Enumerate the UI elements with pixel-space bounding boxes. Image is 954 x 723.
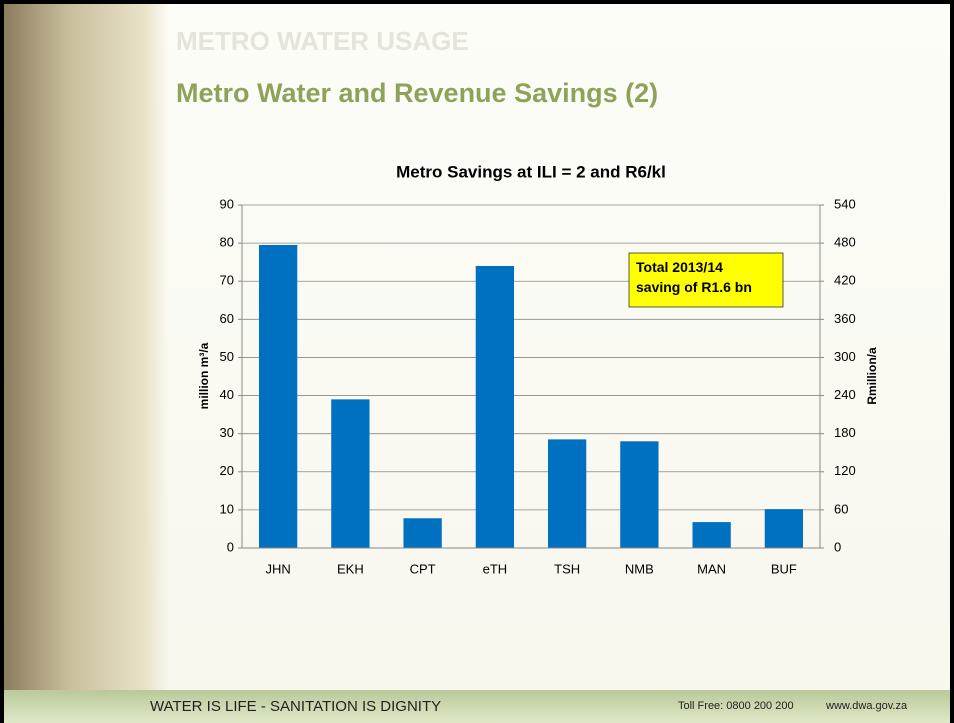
bar (403, 518, 442, 548)
bar (331, 399, 370, 548)
x-tick-label: eTH (483, 561, 508, 576)
x-tick-label: TSH (554, 561, 580, 576)
y-tick-label: 80 (220, 235, 234, 250)
annotation: Total 2013/14 saving of R1.6 bn (636, 259, 752, 295)
y2-tick-label: 540 (834, 196, 856, 211)
y-tick-label: 0 (227, 539, 234, 554)
x-tick-label: MAN (697, 561, 726, 576)
y2-tick-label: 300 (834, 349, 856, 364)
y-tick-label: 50 (220, 349, 234, 364)
footer-phone: Toll Free: 0800 200 200 (678, 700, 794, 712)
x-tick-label: JHN (265, 561, 290, 576)
slide-title: Metro Water and Revenue Savings (2) (176, 78, 659, 108)
y-tick-label: 20 (220, 463, 234, 478)
chart: Metro Savings at ILI = 2 and R6/kl milli… (197, 162, 879, 576)
chart-title: Metro Savings at ILI = 2 and R6/kl (396, 162, 666, 181)
annotation-wrap: Total 2013/14 saving of R1.6 bn (636, 259, 752, 295)
y2-axis-label: Rmillion/a (865, 347, 879, 405)
bar (692, 522, 731, 548)
section-title: METRO WATER USAGE (176, 26, 469, 56)
x-tick-label: CPT (410, 561, 436, 576)
photo-strip (4, 4, 169, 694)
x-tick-label: EKH (337, 561, 364, 576)
y-axis-label: million m³/a (197, 342, 211, 409)
y2-tick-label: 120 (834, 463, 856, 478)
bar (547, 439, 587, 548)
y-tick-label: 90 (220, 196, 234, 211)
y2-tick-label: 240 (834, 387, 856, 402)
slide-body: METRO WATER USAGE Metro Water and Revenu… (4, 4, 950, 723)
bar (764, 509, 804, 548)
x-tick-label: BUF (771, 561, 797, 576)
footer: WATER IS LIFE - SANITATION IS DIGNITY To… (4, 690, 950, 723)
y2-tick-label: 420 (834, 273, 856, 288)
bar (620, 441, 659, 548)
bar (258, 245, 298, 548)
y-tick-label: 60 (220, 311, 234, 326)
y-tick-label: 70 (220, 273, 234, 288)
y2-tick-label: 480 (834, 235, 856, 250)
x-tick-label: NMB (625, 561, 654, 576)
y2-tick-label: 360 (834, 311, 856, 326)
y-tick-label: 40 (220, 387, 234, 402)
y2-tick-label: 60 (834, 501, 848, 516)
annotation-box (628, 252, 784, 308)
y-tick-label: 10 (220, 501, 234, 516)
footer-motto: WATER IS LIFE - SANITATION IS DIGNITY (150, 698, 442, 715)
footer-web: www.dwa.gov.za (826, 700, 908, 712)
y-tick-label: 30 (220, 425, 234, 440)
y2-tick-label: 0 (834, 539, 841, 554)
bar (475, 265, 515, 548)
y2-tick-label: 180 (834, 425, 856, 440)
